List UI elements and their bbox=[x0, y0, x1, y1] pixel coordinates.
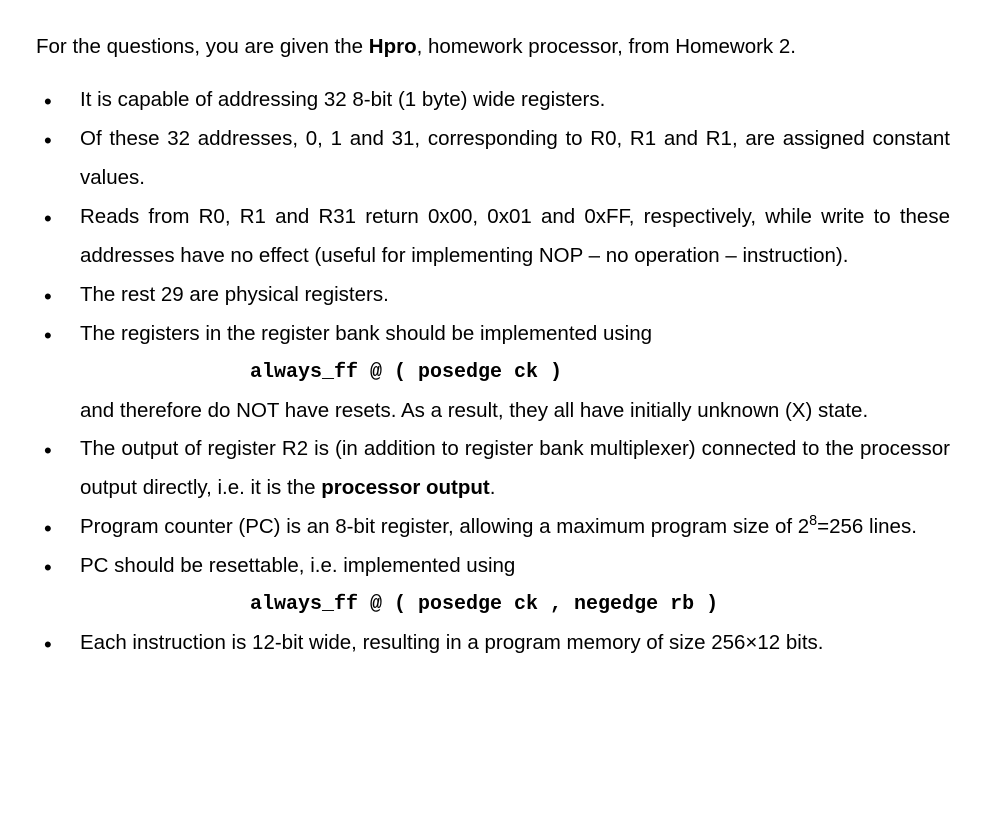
item-pre: PC should be resettable, i.e. implemente… bbox=[80, 554, 515, 577]
code-snippet: always_ff @ ( posedge ck ) bbox=[80, 354, 950, 392]
item-pre: Program counter (PC) is an 8-bit registe… bbox=[80, 515, 809, 538]
intro-bold: Hpro bbox=[369, 35, 417, 58]
intro-suffix: , homework processor, from Homework 2. bbox=[417, 35, 796, 58]
item-text: It is capable of addressing 32 8-bit (1 … bbox=[80, 88, 605, 111]
item-text: The rest 29 are physical registers. bbox=[80, 283, 389, 306]
item-pre: The registers in the register bank shoul… bbox=[80, 322, 652, 345]
intro-paragraph: For the questions, you are given the Hpr… bbox=[36, 28, 950, 67]
item-bold: processor output bbox=[321, 476, 490, 499]
list-item: Reads from R0, R1 and R31 return 0x00, 0… bbox=[36, 198, 950, 276]
item-post: and therefore do NOT have resets. As a r… bbox=[80, 399, 868, 422]
item-text: Reads from R0, R1 and R31 return 0x00, 0… bbox=[80, 205, 950, 267]
intro-text: For the questions, you are given the bbox=[36, 35, 369, 58]
list-item: Program counter (PC) is an 8-bit registe… bbox=[36, 508, 950, 547]
list-item: The rest 29 are physical registers. bbox=[36, 276, 950, 315]
item-post: =256 lines. bbox=[817, 515, 917, 538]
item-text: Each instruction is 12-bit wide, resulti… bbox=[80, 631, 823, 654]
item-pre: The output of register R2 is (in additio… bbox=[80, 437, 950, 499]
list-item: Of these 32 addresses, 0, 1 and 31, corr… bbox=[36, 120, 950, 198]
item-post: . bbox=[490, 476, 496, 499]
list-item: The registers in the register bank shoul… bbox=[36, 315, 950, 431]
list-item: It is capable of addressing 32 8-bit (1 … bbox=[36, 81, 950, 120]
list-item: PC should be resettable, i.e. implemente… bbox=[36, 547, 950, 624]
code-snippet: always_ff @ ( posedge ck , negedge rb ) bbox=[80, 586, 950, 624]
bullet-list: It is capable of addressing 32 8-bit (1 … bbox=[36, 81, 950, 663]
superscript: 8 bbox=[809, 513, 817, 529]
list-item: The output of register R2 is (in additio… bbox=[36, 430, 950, 508]
list-item: Each instruction is 12-bit wide, resulti… bbox=[36, 624, 950, 663]
item-text: Of these 32 addresses, 0, 1 and 31, corr… bbox=[80, 127, 950, 189]
